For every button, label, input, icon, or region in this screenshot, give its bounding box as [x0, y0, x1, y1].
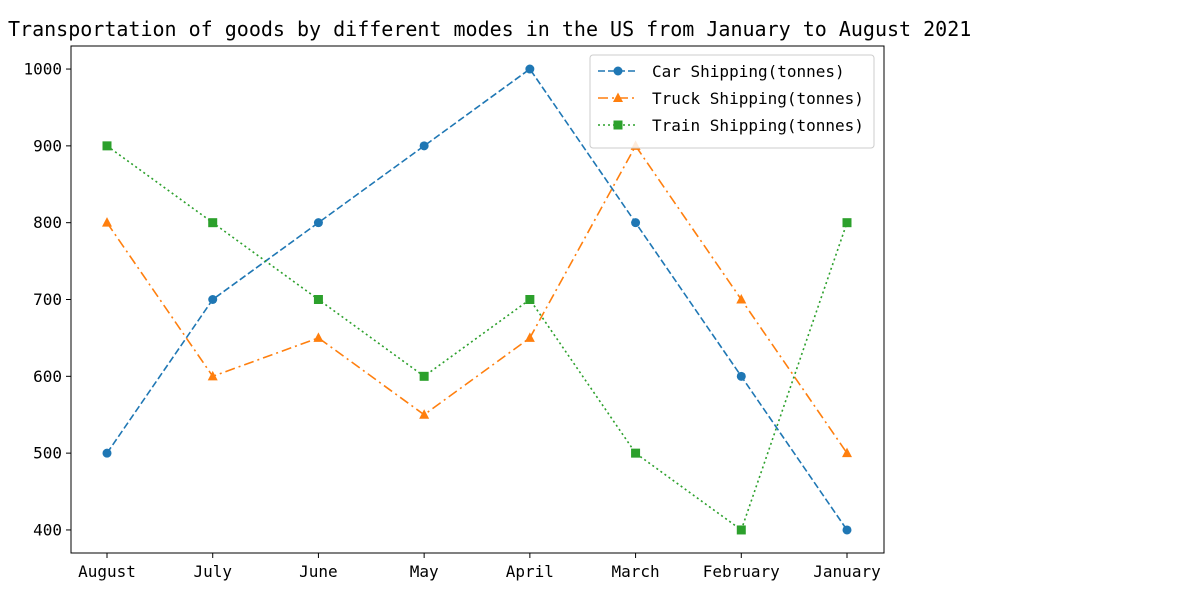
legend-label: Car Shipping(tonnes) — [652, 62, 845, 81]
y-tick-label: 500 — [33, 444, 62, 463]
y-tick-label: 400 — [33, 520, 62, 539]
series-1 — [102, 64, 852, 535]
legend-entry: Car Shipping(tonnes) — [598, 62, 845, 81]
legend-marker — [613, 66, 623, 76]
y-tick-label: 700 — [33, 290, 62, 309]
data-point — [102, 141, 112, 151]
y-tick-label: 900 — [33, 136, 62, 155]
legend-box — [589, 54, 875, 149]
data-point — [207, 370, 218, 381]
x-tick-label: June — [299, 562, 338, 581]
x-tick-label: January — [813, 562, 881, 581]
data-point — [842, 447, 852, 458]
legend: Car Shipping(tonnes) Truck Shipping(tonne… — [589, 54, 875, 149]
data-point — [419, 409, 430, 419]
data-point — [736, 371, 746, 381]
data-point — [102, 448, 112, 458]
x-tick-label: August — [78, 562, 136, 581]
y-tick-label: 1000 — [23, 60, 62, 79]
x-tick-label: April — [506, 562, 554, 581]
x-tick-label: February — [703, 562, 780, 581]
data-point — [313, 332, 324, 342]
series-line — [106, 144, 848, 454]
legend-marker — [613, 120, 623, 130]
y-tick-label: 600 — [33, 367, 62, 386]
x-tick-label: July — [193, 562, 232, 581]
axes: 400 500 600 700 800 900 1000 August July June May A… — [23, 45, 885, 581]
data-point — [842, 525, 852, 535]
data-point — [208, 218, 218, 228]
data-point — [631, 448, 641, 458]
legend-label: Truck Shipping(tonnes) — [652, 89, 864, 108]
data-point — [419, 141, 429, 151]
data-point — [419, 371, 429, 381]
data-point — [524, 332, 535, 342]
data-point — [208, 295, 218, 304]
data-point — [313, 218, 323, 228]
legend-entry: Train Shipping(tonnes) — [598, 116, 864, 135]
data-point — [102, 217, 112, 227]
legend-label: Train Shipping(tonnes) — [652, 116, 864, 135]
x-tick-label: March — [611, 562, 659, 581]
legend-entry: Truck Shipping(tonnes) — [598, 89, 864, 108]
y-tick-label: 800 — [33, 213, 62, 232]
series-line — [106, 145, 848, 532]
data-point — [525, 64, 535, 74]
x-tick-label: May — [410, 562, 439, 581]
data-point — [736, 294, 747, 304]
series-3 — [102, 141, 852, 535]
data-point — [842, 218, 852, 228]
chart-title: Transportation of goods by different mod… — [8, 17, 971, 41]
legend-marker — [613, 92, 623, 102]
series-layer — [102, 64, 852, 535]
data-point — [525, 295, 535, 304]
series-2 — [102, 140, 852, 458]
series-line — [106, 67, 848, 531]
data-point — [313, 295, 323, 304]
data-point — [631, 218, 641, 228]
data-point — [736, 525, 746, 535]
